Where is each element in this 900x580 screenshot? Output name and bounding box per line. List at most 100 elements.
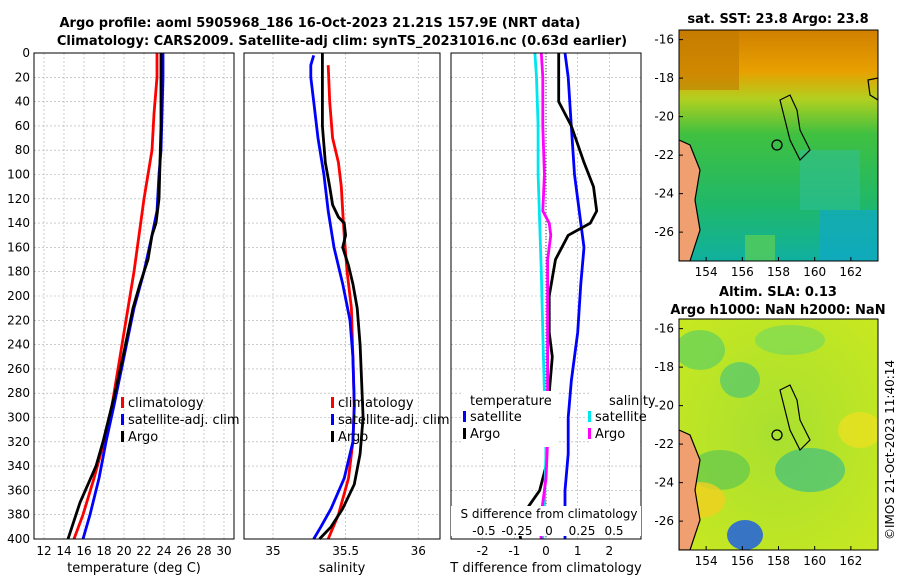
legend-background [461, 391, 558, 447]
map-x-tick-label: 160 [803, 554, 826, 568]
sla-blob [838, 412, 878, 448]
map-y-tick-label: -16 [654, 33, 674, 47]
coastline [679, 429, 701, 550]
legend-label-satellite: satellite-adj. clim [128, 413, 240, 428]
x-axis-label: temperature (deg C) [67, 561, 201, 576]
y-tick-label: 60 [15, 119, 30, 133]
map-y-tick-label: -18 [654, 360, 674, 374]
sst-map-title: sat. SST: 23.8 Argo: 23.8 [687, 12, 868, 27]
legend-swatch-climatology [121, 397, 124, 408]
sla-map-title-1: Altim. SLA: 0.13 [719, 285, 837, 300]
x-tick-label: 2 [606, 544, 614, 558]
y-tick-label: 300 [7, 411, 30, 425]
x-tick-label: 18 [96, 544, 111, 558]
legend-swatch-argo [331, 431, 334, 442]
x-tick-label: 0 [542, 544, 550, 558]
x-tick-label: 28 [196, 544, 211, 558]
map-x-tick-label: 154 [695, 265, 718, 279]
map-y-tick-label: -20 [654, 399, 674, 413]
salinity-panel: 35 35.5 36 salinity [243, 52, 441, 576]
map-x-tick-label: 154 [695, 554, 718, 568]
x-tick-label: 26 [176, 544, 191, 558]
imos-stamp: ©IMOS 21-Oct-2023 11:40:14 [883, 360, 897, 540]
legend-title-salinity: salinity [609, 394, 656, 409]
map-y-tick-label: -16 [654, 322, 674, 336]
y-tick-label: 320 [7, 435, 30, 449]
x-tick-label: 1 [574, 544, 582, 558]
argo-location-marker [771, 429, 783, 441]
x-tick-label: 24 [156, 544, 171, 558]
sla-blob [720, 362, 760, 398]
x-tick-label: 12 [36, 544, 51, 558]
map-x-tick-label: 162 [839, 265, 862, 279]
s-diff-tick-label: -0.25 [501, 524, 532, 538]
sst-warm-patch [679, 30, 739, 90]
salinity-legend: climatology satellite-adj. clim Argo [331, 396, 450, 445]
series-line-t-argo [516, 53, 599, 540]
x-tick-label: 16 [76, 544, 91, 558]
legend-swatch-t-satellite [463, 411, 466, 422]
axes-frame [33, 52, 235, 540]
series-line-climatology [326, 65, 356, 540]
s-diff-ticks: -0.5 -0.25 0 0.25 0.5 [472, 524, 623, 538]
y-tick-label: 160 [7, 240, 30, 254]
x-tick-label: -2 [477, 544, 489, 558]
sla-blob [727, 520, 763, 550]
legend-swatch-t-argo [463, 428, 466, 439]
legend-swatch-climatology [331, 397, 334, 408]
map-y-tick-label: -18 [654, 71, 674, 85]
map-x-tick-label: 156 [731, 554, 754, 568]
map-x-tick-label: 156 [731, 265, 754, 279]
y-tick-label: 20 [15, 70, 30, 84]
y-tick-label: 380 [7, 508, 30, 522]
x-tick-label: 36 [411, 544, 426, 558]
legend-label-t-argo: Argo [470, 427, 500, 442]
map-y-tick-label: -26 [654, 225, 674, 239]
sst-map [679, 30, 878, 261]
legend-label-t-satellite: satellite [470, 410, 522, 425]
x-tick-label: -1 [508, 544, 520, 558]
difference-legend: temperature satellite Argo salinity sate… [461, 391, 656, 447]
sla-map [679, 319, 878, 550]
legend-swatch-satellite [121, 414, 124, 425]
x-tick-label: 22 [136, 544, 151, 558]
map-y-tick-label: -24 [654, 476, 674, 490]
s-diff-tick-label: 0 [545, 524, 553, 538]
y-tick-label: 400 [7, 532, 30, 546]
coastline [867, 77, 878, 101]
series-line-argo [66, 53, 163, 540]
legend-swatch-s-argo [588, 428, 591, 439]
title-line-1: Argo profile: aoml 5905968_186 16-Oct-20… [60, 16, 581, 31]
series-line-satellite-adj-clim [309, 55, 356, 540]
map-y-tick-label: -22 [654, 437, 674, 451]
sst-cool-patch [800, 150, 860, 210]
x-axis-label: salinity [319, 561, 366, 576]
coastline [779, 94, 811, 162]
y-tick-label: 360 [7, 483, 30, 497]
s-diff-tick-label: 0.25 [569, 524, 596, 538]
sla-map-title-2: Argo h1000: NaN h2000: NaN [670, 303, 885, 318]
legend-swatch-satellite [331, 414, 334, 425]
y-tick-label: 40 [15, 95, 30, 109]
sla-blob [690, 450, 750, 490]
map-y-tick-label: -20 [654, 110, 674, 124]
sla-blob [755, 325, 825, 355]
temperature-panel: 12 14 16 18 20 22 24 26 28 3002040608010012014016… [7, 46, 235, 576]
y-tick-label: 0 [22, 46, 30, 60]
axes-frame [450, 52, 642, 540]
legend-label-s-satellite: satellite [595, 410, 647, 425]
temperature-legend: climatology satellite-adj. clim Argo [121, 396, 240, 445]
legend-background [590, 391, 640, 447]
legend-label-climatology: climatology [128, 396, 204, 411]
legend-label-argo: Argo [128, 430, 158, 445]
series-line-argo [318, 53, 365, 540]
y-tick-label: 200 [7, 289, 30, 303]
difference-panel: -2 -1 0 1 2 T difference from climatology [449, 52, 642, 576]
y-tick-label: 180 [7, 265, 30, 279]
legend-label-argo: Argo [338, 430, 368, 445]
sla-map-ticks: 154 156 158 160 162 -16 -18 -20 -22 -24 -26 [654, 322, 862, 568]
coastline [779, 384, 811, 452]
x-axis-label: T difference from climatology [449, 561, 642, 576]
y-tick-label: 340 [7, 459, 30, 473]
